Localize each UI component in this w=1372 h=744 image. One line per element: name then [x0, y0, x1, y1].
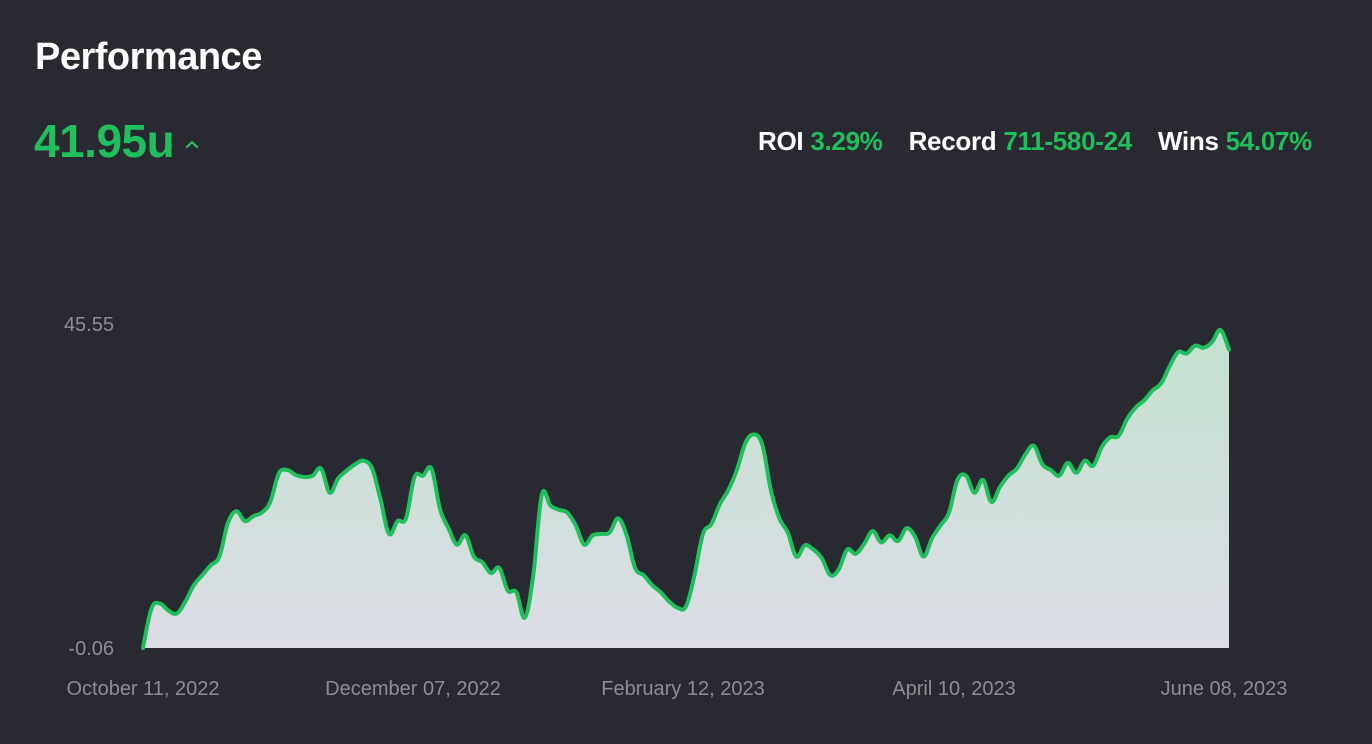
- stats-bar: ROI 3.29% Record 711-580-24 Wins 54.07%: [758, 126, 1312, 157]
- stat-record-value: 711-580-24: [1003, 126, 1132, 156]
- stat-wins-label: Wins: [1157, 126, 1219, 156]
- x-tick-label: April 10, 2023: [892, 678, 1015, 700]
- page-title: Performance: [35, 36, 262, 78]
- stat-roi-label: ROI: [758, 126, 804, 156]
- chevron-up-icon: [182, 134, 202, 154]
- chart-line: [141, 327, 1231, 650]
- stat-record-label: Record: [908, 126, 997, 156]
- stat-roi-value: 3.29%: [810, 126, 883, 156]
- x-tick-label: October 11, 2022: [66, 678, 219, 700]
- total-units-value: 41.95u: [34, 115, 175, 167]
- chart-area: [143, 329, 1229, 648]
- x-tick-label: December 07, 2022: [325, 678, 501, 700]
- x-tick-label: February 12, 2023: [601, 678, 764, 700]
- x-tick-label: June 08, 2023: [1161, 678, 1288, 700]
- stat-record: Record 711-580-24: [908, 126, 1133, 157]
- stat-wins: Wins 54.07%: [1158, 126, 1312, 157]
- y-tick-label: 45.55: [64, 314, 114, 336]
- stat-roi: ROI 3.29%: [758, 126, 883, 157]
- stat-wins-value: 54.07%: [1225, 126, 1313, 156]
- y-tick-label: -0.06: [68, 638, 114, 660]
- total-units: 41.95u: [34, 114, 202, 168]
